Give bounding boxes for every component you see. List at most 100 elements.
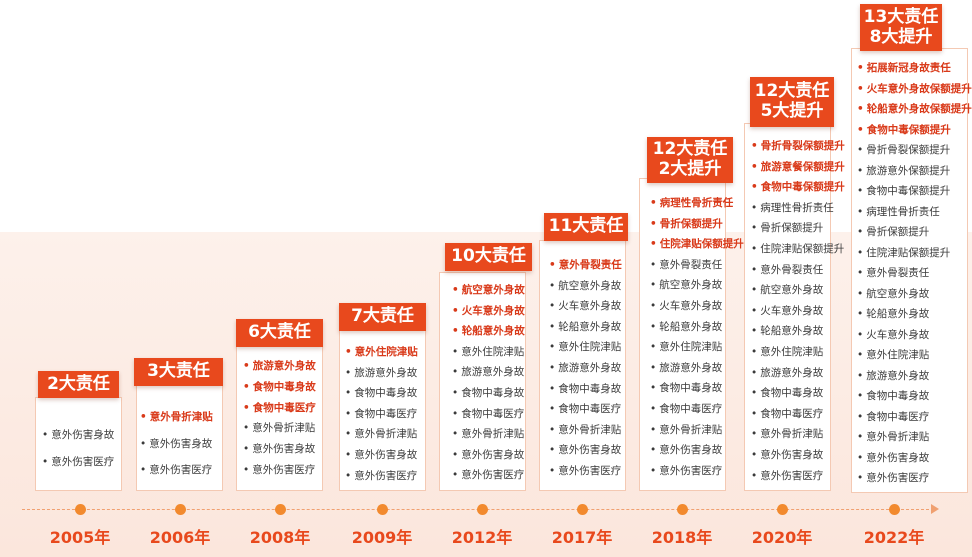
coverage-item-label: 骨折骨裂保额提升 (866, 144, 951, 156)
coverage-item-label: 意外骨折津贴 (659, 423, 723, 436)
coverage-item-label: 食物中毒医疗 (461, 407, 525, 420)
timeline-marker (74, 504, 86, 515)
coverage-item-label: 食物中毒医疗 (659, 403, 723, 415)
bullet-icon: • (751, 449, 758, 461)
coverage-item-label: 航空意外身故 (866, 287, 930, 300)
coverage-item: • 火车意外身故 (549, 300, 621, 313)
coverage-item-label: 病理性骨折责任 (760, 201, 834, 214)
year-label: 2005年 (49, 528, 111, 547)
coverage-title-line: 3大责任 (147, 361, 210, 382)
coverage-item: • 意外骨裂责任 (857, 267, 929, 280)
bullet-icon: • (243, 380, 250, 393)
coverage-item-label: 轮船意外身故 (866, 308, 930, 320)
coverage-item: • 食物中毒身故 (751, 387, 823, 400)
bullet-icon: • (452, 448, 459, 461)
bullet-icon: • (857, 349, 864, 361)
coverage-item-label: 食物中毒身故 (659, 382, 723, 395)
coverage-item-label: 住院津贴保额提升 (659, 238, 744, 251)
bullet-icon: • (345, 366, 352, 379)
bullet-icon: • (42, 429, 49, 441)
timeline-marker (476, 504, 488, 515)
timeline-arrow-icon (931, 504, 939, 514)
coverage-item-label: 意外骨裂责任 (866, 267, 930, 279)
coverage-item: • 航空意外身故 (549, 280, 621, 293)
coverage-item-new: • 食物中毒身故 (243, 381, 316, 394)
coverage-item-new: • 旅游意餐保额提升 (751, 161, 845, 174)
bullet-icon: • (549, 341, 556, 354)
timeline-marker (174, 504, 186, 515)
coverage-item: • 轮船意外身故 (549, 321, 621, 334)
coverage-title: 3大责任 (134, 358, 223, 386)
coverage-item: • 意外伤害医疗 (549, 465, 621, 478)
year-label: 2022年 (863, 528, 925, 547)
coverage-item-label: 意外伤害医疗 (149, 464, 213, 476)
coverage-item-label: 意外伤害医疗 (461, 469, 525, 482)
coverage-item-label: 意外住院津贴 (659, 341, 723, 354)
coverage-item-new: • 骨折骨裂保额提升 (751, 140, 845, 153)
coverage-item: • 轮船意外身故 (751, 325, 823, 338)
coverage-item-label: 火车意外身故 (659, 300, 723, 312)
coverage-card (744, 123, 831, 491)
bullet-icon: • (857, 164, 864, 177)
coverage-item-new: • 食物中毒保额提升 (751, 181, 845, 194)
coverage-item-new: • 意外骨裂责任 (549, 259, 622, 272)
coverage-title-line: 5大提升 (760, 101, 824, 121)
bullet-icon: • (751, 243, 758, 255)
coverage-item-label: 意外伤害身故 (461, 448, 525, 461)
timeline-marker (888, 504, 900, 515)
coverage-item: • 食物中毒保额提升 (857, 185, 950, 198)
coverage-item-label: 食物中毒医疗 (866, 410, 930, 423)
coverage-item-label: 意外骨折津贴 (461, 428, 525, 441)
bullet-icon: • (650, 444, 657, 457)
coverage-item-label: 骨折保额提升 (866, 226, 930, 238)
bullet-icon: • (243, 443, 250, 456)
coverage-item-label: 旅游意外身故 (866, 369, 930, 382)
bullet-icon: • (345, 387, 352, 400)
coverage-item-label: 意外伤害身故 (252, 443, 316, 456)
coverage-item-label: 意外伤害医疗 (252, 464, 316, 476)
bullet-icon: • (751, 304, 758, 317)
bullet-icon: • (452, 325, 459, 338)
bullet-icon: • (857, 287, 864, 300)
coverage-item: • 航空意外身故 (650, 279, 722, 292)
bullet-icon: • (751, 469, 758, 482)
year-label: 2009年 (351, 528, 413, 547)
coverage-title: 12大责任 5大提升 (750, 77, 834, 127)
bullet-icon: • (549, 300, 556, 313)
coverage-title-line: 2大责任 (47, 373, 110, 394)
bullet-icon: • (243, 360, 250, 372)
coverage-item-label: 意外伤害身故 (558, 444, 622, 457)
coverage-title: 6大责任 (236, 319, 323, 347)
coverage-card (639, 178, 726, 491)
bullet-icon: • (140, 437, 147, 450)
coverage-item: • 住院津贴保额提升 (857, 247, 950, 260)
bullet-icon: • (549, 320, 556, 333)
coverage-title: 7大责任 (339, 303, 426, 331)
coverage-item: • 意外伤害身故 (751, 449, 823, 462)
coverage-item-label: 意外伤害医疗 (558, 465, 622, 477)
coverage-item-label: 火车意外身故 (558, 300, 622, 313)
coverage-item-label: 拓展新冠身故责任 (866, 62, 951, 74)
coverage-item: • 意外伤害医疗 (42, 456, 114, 469)
coverage-item: • 火车意外身故 (650, 300, 722, 313)
coverage-item-new: • 旅游意外身故 (243, 360, 316, 373)
coverage-item-label: 意外伤害医疗 (866, 472, 930, 484)
coverage-item-label: 食物中毒保额提升 (866, 185, 951, 197)
coverage-item: • 意外骨折津贴 (243, 422, 315, 435)
coverage-item: • 旅游意外身故 (549, 362, 621, 375)
coverage-item: • 食物中毒医疗 (751, 408, 823, 421)
coverage-item-label: 火车意外身故保额提升 (866, 82, 972, 95)
coverage-title: 10大责任 (445, 243, 532, 271)
coverage-item-new: • 住院津贴保额提升 (650, 238, 744, 251)
bullet-icon: • (857, 451, 864, 464)
timeline-marker (274, 504, 286, 515)
bullet-icon: • (650, 403, 657, 415)
bullet-icon: • (857, 205, 864, 218)
coverage-item-new: • 轮船意外身故 (452, 325, 525, 338)
bullet-icon: • (751, 428, 758, 441)
coverage-item-label: 意外住院津贴 (760, 346, 824, 358)
coverage-title: 12大责任 2大提升 (647, 137, 733, 183)
coverage-item-label: 食物中毒身故 (866, 390, 930, 402)
bullet-icon: • (751, 140, 758, 152)
bullet-icon: • (751, 407, 758, 420)
